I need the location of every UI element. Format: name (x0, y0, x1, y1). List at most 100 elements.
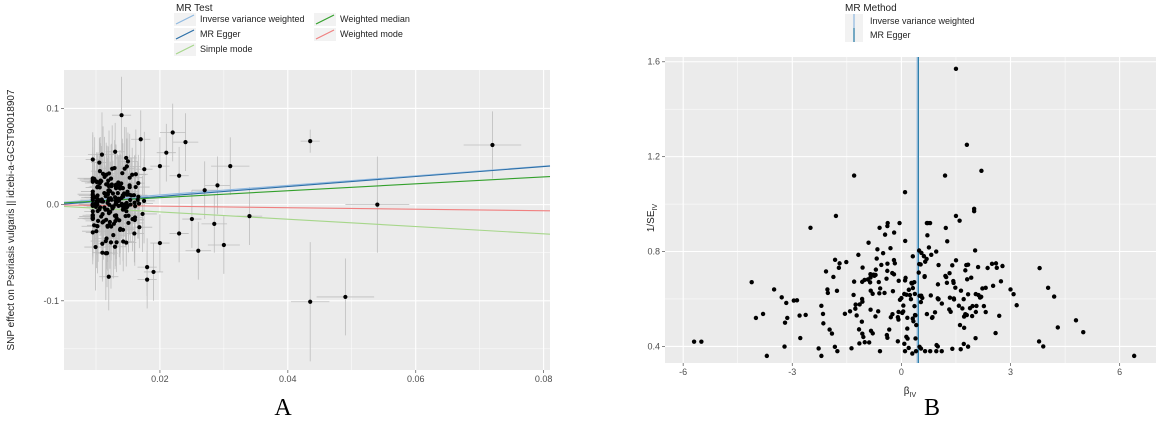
snp-point (100, 241, 105, 246)
iv-point (785, 315, 790, 321)
iv-point (969, 313, 975, 319)
iv-point (825, 290, 831, 296)
panel-a-legend-title: MR Test (176, 3, 213, 14)
iv-point (969, 275, 974, 280)
panel-a-regression-lines (63, 165, 551, 235)
iv-point (890, 288, 896, 294)
iv-point (1037, 265, 1042, 271)
iv-point (905, 315, 910, 321)
panel-b-legend: MR Method Inverse variance weighted MR Eg… (845, 3, 975, 42)
x-tick-label: 0.02 (151, 374, 169, 384)
iv-point (836, 265, 842, 271)
legend-label: Simple mode (200, 44, 253, 54)
iv-point (1008, 287, 1013, 292)
iv-point (890, 311, 895, 317)
snp-point (90, 176, 95, 181)
iv-point (958, 347, 963, 352)
iv-point (939, 301, 945, 306)
iv-point (922, 274, 927, 280)
iv-point (791, 298, 796, 303)
iv-point (753, 315, 759, 321)
snp-point (94, 229, 99, 234)
legend-label: MR Egger (870, 30, 911, 40)
snp-point (133, 172, 138, 177)
snp-point (94, 179, 99, 184)
snp-point (97, 169, 103, 174)
legend-label: Weighted mode (340, 29, 403, 39)
snp-point (110, 166, 115, 171)
iv-point (808, 225, 813, 230)
iv-point (936, 297, 941, 302)
iv-point (699, 339, 704, 344)
iv-point (888, 246, 893, 251)
iv-point (899, 295, 904, 301)
iv-point (873, 314, 878, 319)
iv-point (904, 292, 909, 297)
snp-point (98, 205, 103, 210)
iv-point (857, 302, 862, 307)
iv-point (990, 283, 996, 289)
iv-point (1081, 329, 1086, 335)
panel-a-points (90, 113, 495, 304)
iv-point (862, 277, 867, 283)
iv-point (873, 267, 879, 272)
iv-point (951, 278, 956, 284)
snp-point (95, 184, 101, 189)
snp-point (183, 140, 188, 145)
iv-point (819, 303, 824, 309)
snp-point (94, 199, 99, 204)
iv-point (964, 142, 970, 147)
snp-point (113, 149, 118, 154)
iv-point (820, 311, 826, 317)
iv-point (885, 335, 890, 340)
iv-point (993, 261, 999, 266)
snp-point (125, 159, 131, 164)
snp-point (228, 164, 233, 169)
iv-point (879, 262, 884, 268)
iv-point (913, 336, 918, 341)
iv-point (947, 271, 952, 276)
iv-point (910, 316, 915, 321)
iv-point (890, 270, 895, 276)
snp-point (127, 175, 132, 180)
iv-point (856, 327, 862, 332)
iv-point (909, 281, 915, 286)
snp-point (120, 193, 125, 198)
mr-line (63, 204, 551, 212)
iv-point (859, 319, 865, 324)
snp-point (137, 225, 142, 230)
snp-point (124, 209, 129, 214)
iv-point (1131, 353, 1137, 359)
snp-point (99, 214, 104, 219)
snp-point (108, 176, 114, 181)
snp-point (117, 186, 123, 191)
snp-point (112, 195, 118, 200)
iv-point (902, 348, 908, 354)
snp-point (189, 216, 194, 222)
snp-point (132, 217, 137, 223)
snp-point (343, 294, 348, 300)
iv-point (877, 348, 883, 354)
snp-point (117, 182, 122, 187)
iv-point (924, 311, 930, 317)
snp-point (157, 164, 163, 169)
iv-point (953, 66, 959, 72)
snp-point (130, 172, 135, 177)
iv-point (868, 307, 873, 312)
iv-point (874, 256, 879, 261)
iv-point (922, 348, 928, 354)
legend-label: Inverse variance weighted (200, 14, 305, 24)
iv-point (1000, 263, 1005, 269)
snp-point (111, 204, 116, 209)
snp-point (93, 244, 98, 250)
iv-point (910, 254, 916, 259)
iv-point (851, 173, 857, 178)
snp-point (247, 214, 252, 219)
snp-point (105, 182, 110, 187)
iv-point (834, 288, 840, 294)
x-tick-label: 0.04 (279, 374, 297, 384)
snp-point (102, 174, 107, 179)
snp-point (126, 213, 131, 218)
iv-point (1073, 318, 1079, 323)
snp-point (375, 202, 380, 207)
